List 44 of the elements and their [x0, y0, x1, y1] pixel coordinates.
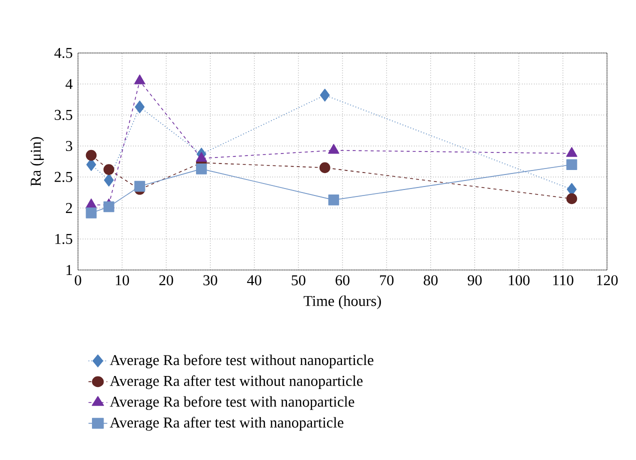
x-axis-title: Time (hours) — [304, 296, 381, 310]
point — [196, 164, 207, 174]
point — [86, 208, 97, 218]
x-tick-label: 30 — [203, 275, 218, 286]
point — [134, 180, 146, 192]
x-tick-label: 60 — [336, 275, 350, 286]
x-tick-label: 110 — [553, 275, 574, 286]
point — [134, 100, 145, 114]
point — [86, 150, 97, 161]
x-tick-label: 70 — [380, 275, 394, 286]
y-tick-label: 3 — [66, 140, 72, 152]
y-tick-label: 3.5 — [54, 110, 72, 120]
x-tick-label: 40 — [247, 275, 262, 286]
y-tick-label: 2.5 — [54, 172, 72, 182]
y-axis-title: Ra (μin) — [30, 137, 44, 186]
legend-label: Average Ra before test without nanoparticle — [110, 354, 374, 368]
legend-label: Average Ra after test without nanoparticle — [110, 375, 363, 390]
legend-label: Average Ra before test with nanoparticle — [110, 396, 354, 410]
x-tick-label: 0 — [74, 275, 82, 286]
point — [566, 159, 578, 170]
y-tick-label: 2 — [66, 203, 72, 213]
point — [104, 174, 114, 186]
point — [566, 147, 578, 157]
point — [196, 152, 208, 162]
point — [328, 144, 340, 154]
x-tick-label: 90 — [468, 275, 482, 286]
x-tick-label: 20 — [159, 275, 174, 286]
point — [320, 88, 330, 102]
x-tick-label: 10 — [116, 275, 130, 286]
x-tick-label: 120 — [597, 275, 618, 286]
y-tick-label: 1 — [66, 265, 72, 275]
x-tick-label: 50 — [292, 275, 306, 286]
point — [134, 74, 146, 84]
y-tick-label: 4.5 — [54, 48, 72, 58]
x-tick-label: 100 — [508, 275, 530, 286]
y-tick-label: 1.5 — [55, 234, 72, 244]
y-tick-label: 4 — [66, 79, 73, 89]
legend-label: Average Ra after test with nanoparticle — [110, 416, 344, 431]
point — [103, 201, 114, 212]
point — [319, 162, 330, 174]
point — [566, 193, 578, 204]
point — [328, 194, 340, 206]
point — [103, 164, 114, 175]
x-tick-label: 80 — [424, 275, 438, 286]
